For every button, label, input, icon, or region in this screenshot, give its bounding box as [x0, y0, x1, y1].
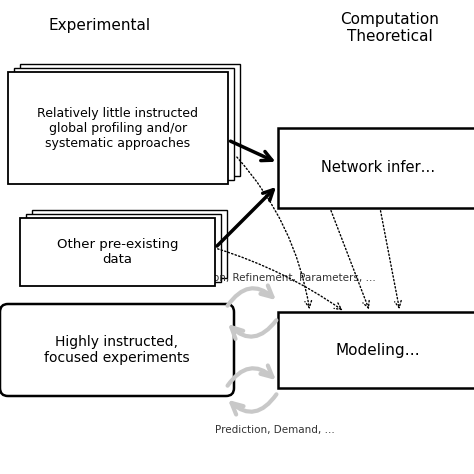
Text: Modeling…: Modeling…	[336, 343, 420, 357]
FancyBboxPatch shape	[32, 210, 227, 278]
FancyArrowPatch shape	[231, 394, 276, 414]
FancyArrowPatch shape	[231, 320, 276, 339]
FancyBboxPatch shape	[8, 72, 228, 184]
Text: Validation, Refinement, Parameters, …: Validation, Refinement, Parameters, …	[174, 273, 376, 283]
Text: Experimental: Experimental	[49, 18, 151, 33]
Text: Other pre-existing
data: Other pre-existing data	[57, 238, 178, 266]
Text: Relatively little instructed
global profiling and/or
systematic approaches: Relatively little instructed global prof…	[37, 107, 199, 149]
Text: Computation
Theoretical: Computation Theoretical	[340, 12, 439, 45]
Text: Network infer…: Network infer…	[321, 161, 435, 175]
FancyBboxPatch shape	[14, 68, 234, 180]
FancyArrowPatch shape	[228, 285, 273, 306]
FancyBboxPatch shape	[0, 304, 234, 396]
Text: Highly instructed,
focused experiments: Highly instructed, focused experiments	[44, 335, 190, 365]
FancyBboxPatch shape	[20, 64, 240, 176]
FancyBboxPatch shape	[278, 312, 474, 388]
FancyBboxPatch shape	[26, 214, 221, 282]
FancyArrowPatch shape	[228, 365, 273, 386]
FancyBboxPatch shape	[20, 218, 215, 286]
Text: Prediction, Demand, …: Prediction, Demand, …	[215, 425, 335, 435]
FancyBboxPatch shape	[278, 128, 474, 208]
